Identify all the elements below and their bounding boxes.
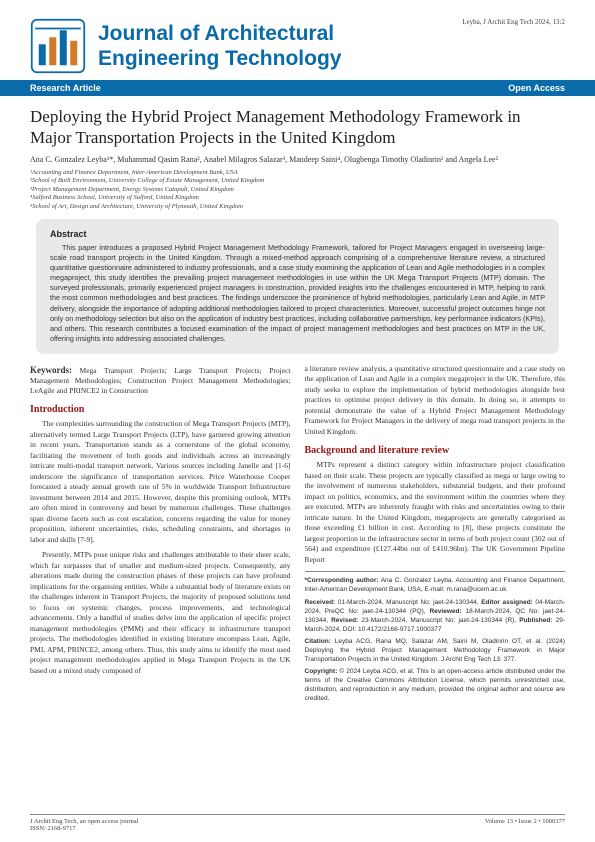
affiliation-list: ¹Accounting and Finance Department, Inte… [30, 169, 565, 211]
affiliation: ⁵School of Art, Design and Architecture,… [30, 203, 565, 211]
abstract-heading: Abstract [50, 229, 545, 239]
affiliation: ³Project Management Department, Energy S… [30, 186, 565, 194]
author-list: Ana C. Gonzalez Leyba¹*, Muhammad Qasim … [30, 155, 565, 165]
header-citation: Leyba, J Archit Eng Tech 2024, 13:2 [462, 18, 565, 26]
affiliation: ⁴Salford Business School, University of … [30, 194, 565, 202]
journal-title: Journal of Architectural Engineering Tec… [98, 21, 341, 71]
footer-issn: ISSN: 2168-9717 [30, 825, 138, 832]
page-footer: J Archit Eng Tech, an open access journa… [30, 814, 565, 832]
page-header: Journal of Architectural Engineering Tec… [0, 0, 595, 80]
intro-continuation: a literature review analysis, a quantita… [305, 364, 566, 438]
journal-logo-icon [30, 18, 86, 74]
footer-left: J Archit Eng Tech, an open access journa… [30, 818, 138, 832]
background-paragraph-1: MTPs represent a distinct category withi… [305, 460, 566, 565]
affiliation: ¹Accounting and Finance Department, Inte… [30, 169, 565, 177]
meta-divider [305, 571, 566, 572]
article-type-label: Research Article [30, 83, 101, 93]
keywords-label: Keywords: [30, 365, 72, 375]
footer-journal: J Archit Eng Tech, an open access journa… [30, 818, 138, 825]
article-content: Deploying the Hybrid Project Management … [0, 96, 595, 707]
keywords-block: Keywords: Mega Transport Projects; Large… [30, 364, 291, 396]
left-column: Keywords: Mega Transport Projects; Large… [30, 364, 291, 707]
abstract-text: This paper introduces a proposed Hybrid … [50, 243, 545, 344]
affiliation: ²School of Built Environment, University… [30, 177, 565, 185]
copyright-block: Copyright: © 2024 Leyba ACG, et al. This… [305, 667, 566, 703]
received-dates: Received: 01-March-2024, Manuscript No: … [305, 598, 566, 634]
article-title: Deploying the Hybrid Project Management … [30, 106, 565, 149]
two-column-layout: Keywords: Mega Transport Projects; Large… [30, 364, 565, 707]
intro-paragraph-2: Presently, MTPs pose unique risks and ch… [30, 550, 291, 676]
open-access-label: Open Access [508, 83, 565, 93]
article-type-bar: Research Article Open Access [0, 80, 595, 96]
citation-block: Citation: Leyba ACG, Rana MQ, Salazar AM… [305, 637, 566, 664]
intro-paragraph-1: The complexities surrounding the constru… [30, 419, 291, 545]
journal-title-line1: Journal of Architectural [98, 21, 341, 46]
journal-title-line2: Engineering Technology [98, 46, 341, 71]
introduction-heading: Introduction [30, 404, 291, 415]
corresponding-author: *Corresponding author: Ana C. Gonzalez L… [305, 576, 566, 594]
footer-right: Volume 13 • Issue 2 • 1000377 [485, 818, 565, 832]
abstract-box: Abstract This paper introduces a propose… [36, 219, 559, 354]
background-heading: Background and literature review [305, 445, 566, 456]
right-column: a literature review analysis, a quantita… [305, 364, 566, 707]
